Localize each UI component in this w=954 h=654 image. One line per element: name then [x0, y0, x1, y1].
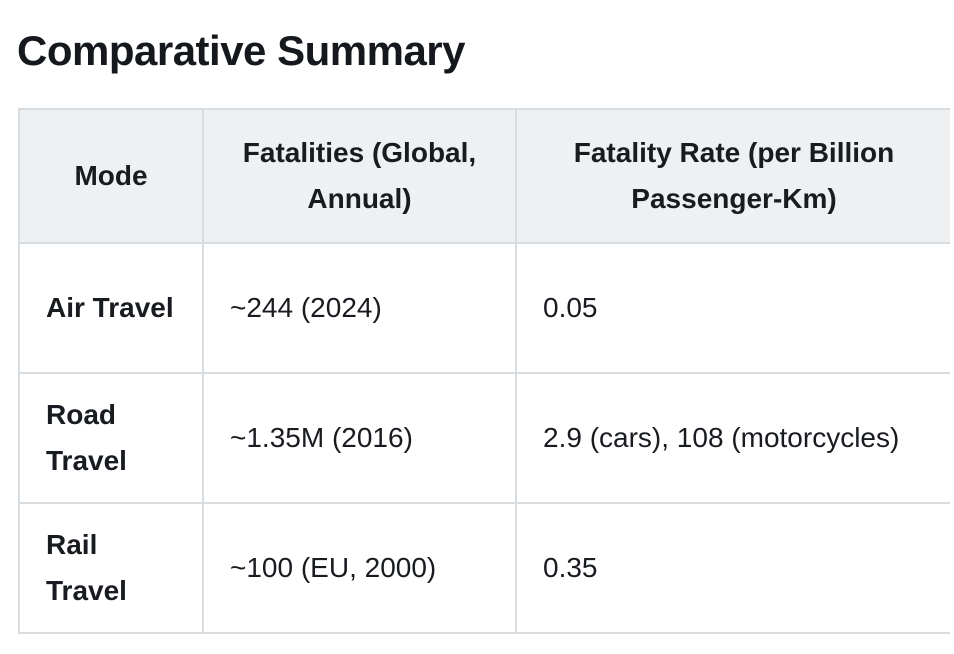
column-header-fatality-rate: Fatality Rate (per Billion Passenger-Km)	[515, 108, 950, 244]
table-header-row: Mode Fatalities (Global, Annual) Fatalit…	[18, 108, 950, 244]
fatality-rate-cell: 0.35	[515, 502, 950, 634]
table-row-road-travel: Road Travel ~1.35M (2016) 2.9 (cars), 10…	[18, 372, 950, 504]
mode-cell: Road Travel	[18, 372, 204, 504]
fatalities-cell: ~1.35M (2016)	[202, 372, 517, 504]
comparative-summary-table: Mode Fatalities (Global, Annual) Fatalit…	[18, 108, 950, 634]
table-row-air-travel: Air Travel ~244 (2024) 0.05	[18, 242, 950, 374]
mode-cell: Air Travel	[18, 242, 204, 374]
column-header-mode: Mode	[18, 108, 204, 244]
mode-cell: Rail Travel	[18, 502, 204, 634]
fatalities-cell: ~100 (EU, 2000)	[202, 502, 517, 634]
table-container: Mode Fatalities (Global, Annual) Fatalit…	[18, 108, 950, 634]
page-title: Comparative Summary	[17, 27, 466, 74]
fatality-rate-cell: 0.05	[515, 242, 950, 374]
column-header-fatalities: Fatalities (Global, Annual)	[202, 108, 517, 244]
fatality-rate-cell: 2.9 (cars), 108 (motorcycles)	[515, 372, 950, 504]
table-row-rail-travel: Rail Travel ~100 (EU, 2000) 0.35	[18, 502, 950, 634]
fatalities-cell: ~244 (2024)	[202, 242, 517, 374]
